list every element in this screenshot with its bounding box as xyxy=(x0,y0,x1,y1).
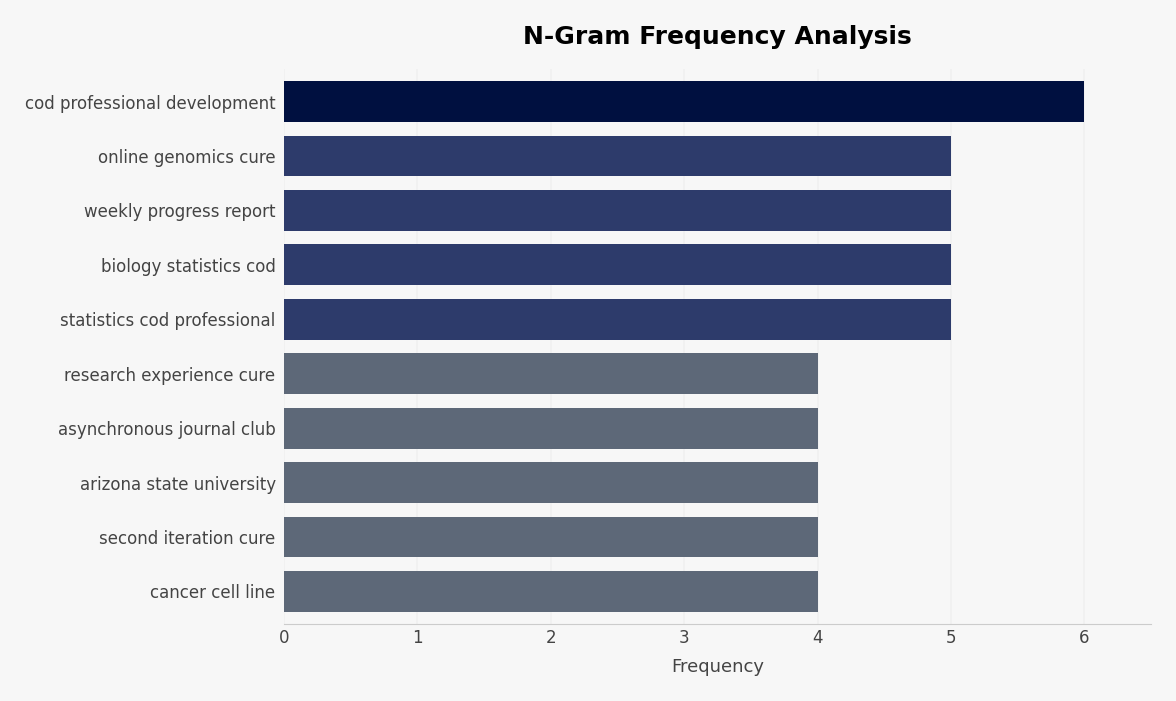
Bar xyxy=(283,190,951,231)
Bar xyxy=(283,136,951,177)
Bar xyxy=(283,517,817,557)
Bar xyxy=(283,571,817,612)
Bar xyxy=(283,81,1084,122)
Title: N-Gram Frequency Analysis: N-Gram Frequency Analysis xyxy=(523,25,911,49)
Bar xyxy=(283,408,817,449)
Bar xyxy=(283,462,817,503)
Bar xyxy=(283,299,951,340)
Bar xyxy=(283,353,817,394)
X-axis label: Frequency: Frequency xyxy=(671,658,764,676)
Bar xyxy=(283,245,951,285)
